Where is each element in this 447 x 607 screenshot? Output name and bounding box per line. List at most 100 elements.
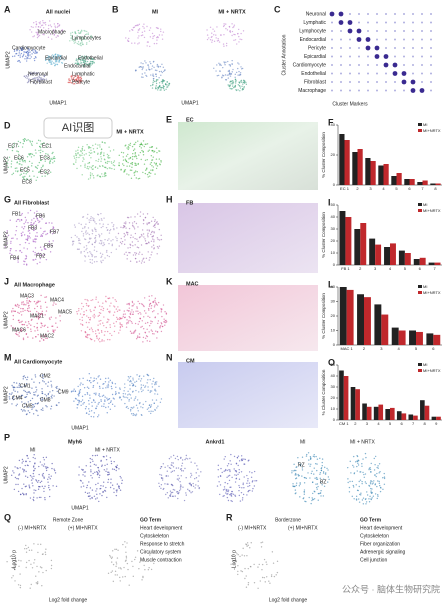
cell-dot (237, 74, 239, 76)
cell-dot (75, 152, 77, 155)
cell-dot (42, 409, 44, 411)
cell-dot (30, 223, 32, 226)
cell-dot (358, 501, 361, 503)
cell-dot (126, 321, 128, 324)
cell-dot (40, 480, 43, 483)
cell-dot (321, 461, 323, 464)
cell-dot (299, 483, 301, 485)
cell-dot (19, 160, 21, 162)
cell-dot (116, 574, 118, 576)
cell-dot (26, 171, 29, 173)
overlay-text[interactable]: AI识图 (62, 121, 94, 134)
cell-dot (141, 260, 143, 262)
bar (416, 331, 423, 345)
cell-dot (99, 323, 101, 325)
cell-dot (26, 51, 28, 53)
cell-dot (42, 27, 45, 29)
cell-dot (23, 385, 26, 387)
cell-dot (135, 141, 137, 144)
cell-dot (18, 153, 20, 156)
cell-dot (155, 87, 157, 90)
cell-dot (19, 54, 21, 56)
cell-dot (18, 332, 20, 334)
cell-dot (46, 406, 48, 408)
cell-dot (81, 174, 83, 176)
cell-dot (379, 490, 382, 493)
cell-dot (103, 403, 105, 405)
cell-dot (78, 237, 80, 240)
cell-dot (142, 576, 144, 579)
cell-dot (73, 157, 76, 159)
cell-dot (138, 333, 141, 335)
cell-dot (140, 244, 143, 246)
cell-dot (91, 152, 93, 154)
cell-dot (88, 328, 91, 331)
cell-dot (34, 254, 36, 256)
cell-dot (155, 163, 157, 165)
cell-dot (21, 170, 23, 172)
cell-dot (235, 474, 238, 476)
cell-dot (316, 463, 318, 465)
cell-dot (91, 262, 93, 264)
cell-dot (172, 484, 174, 487)
cell-dot (129, 144, 131, 147)
cell-dot (38, 34, 41, 37)
marker-dot (401, 71, 407, 76)
cell-dot (115, 548, 118, 551)
cell-dot (170, 483, 173, 486)
cell-dot (301, 475, 303, 477)
cell-dot (89, 498, 91, 500)
cell-dot (24, 548, 26, 550)
cell-dot (136, 374, 138, 376)
cell-dot (258, 563, 260, 566)
cell-dot (26, 156, 29, 158)
cell-dot (100, 484, 102, 487)
cell-dot (160, 330, 163, 333)
cell-dot (5, 164, 7, 166)
cell-dot (235, 71, 238, 74)
cell-dot (19, 220, 21, 222)
bar (404, 253, 411, 265)
cell-dot (146, 45, 148, 47)
cell-dot (149, 379, 151, 381)
cell-dot (42, 553, 44, 555)
cell-dot (238, 494, 241, 497)
cell-dot (26, 547, 28, 550)
cell-dot (36, 305, 39, 308)
cell-dot (149, 390, 152, 392)
cell-dot (107, 471, 109, 473)
cell-dot (241, 81, 243, 83)
cell-dot (35, 303, 37, 305)
cell-dot (89, 251, 91, 253)
cell-dot (139, 151, 142, 154)
cell-dot (215, 34, 217, 36)
go-term: Cytoskeleton (360, 533, 389, 539)
cell-dot (178, 477, 180, 480)
cell-dot (357, 489, 359, 492)
cell-dot (92, 217, 94, 219)
cell-dot (36, 310, 38, 313)
cell-dot (34, 241, 37, 243)
cell-dot (86, 165, 89, 168)
cell-dot (80, 251, 82, 253)
overlay-button[interactable] (43, 117, 113, 139)
cell-dot (364, 452, 367, 455)
cell-dot (33, 175, 35, 177)
cell-dot (129, 379, 132, 382)
cell-dot (115, 466, 117, 468)
cell-dot (40, 543, 42, 546)
cell-dot (100, 400, 102, 403)
cell-dot (30, 153, 32, 155)
cell-dot (36, 235, 38, 238)
cell-dot (25, 255, 28, 258)
axis-label: Log2 fold change (269, 597, 308, 603)
go-term: Muscle contraction (140, 557, 182, 563)
cell-dot (59, 320, 62, 322)
cell-dot (102, 322, 104, 324)
cell-dot (42, 232, 44, 235)
cell-dot (134, 237, 136, 240)
cell-dot (111, 387, 113, 390)
cell-dot (26, 324, 28, 327)
cell-dot (89, 60, 92, 63)
cell-dot (27, 302, 30, 304)
